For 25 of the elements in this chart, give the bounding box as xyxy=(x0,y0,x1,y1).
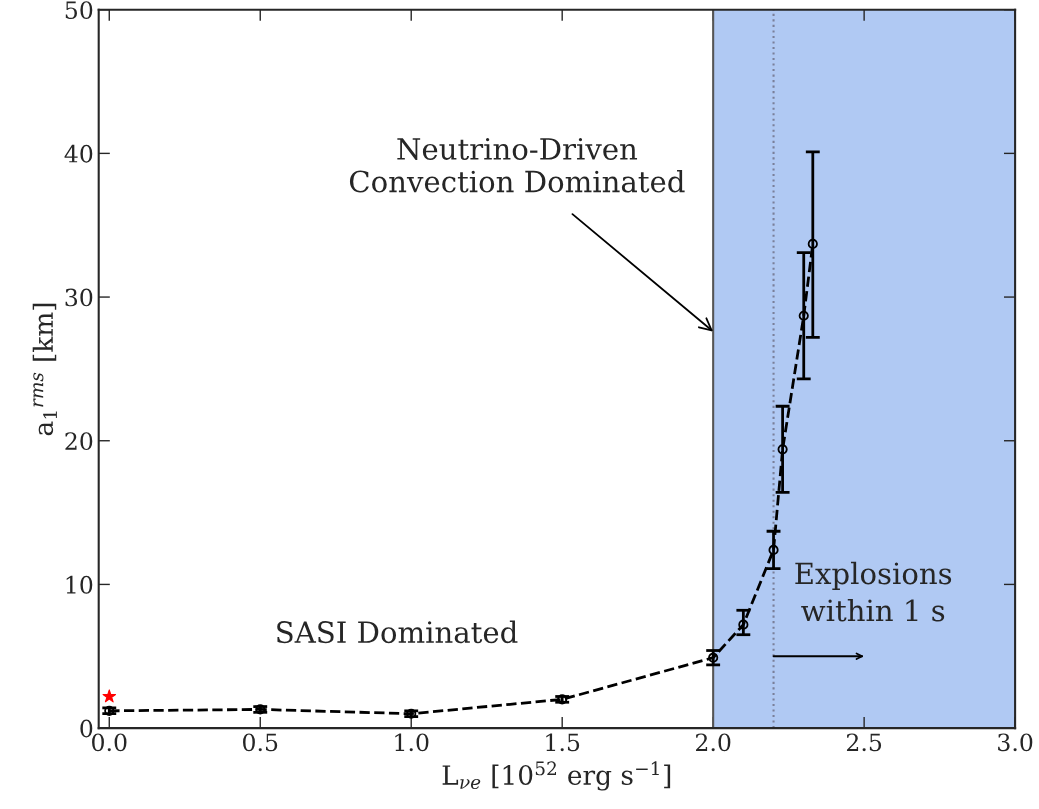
x-tick-label: 0.0 xyxy=(92,733,127,752)
x-tick-label: 2.0 xyxy=(695,733,731,752)
y-tick-label: 0 xyxy=(80,719,93,738)
y-tick-label: 50 xyxy=(65,1,93,20)
y-tick-label: 30 xyxy=(65,288,93,307)
point xyxy=(768,544,779,556)
x-tick-label: 1.0 xyxy=(395,733,429,752)
annotation: SASI Dominated xyxy=(277,620,518,644)
x-tick-label: 3.0 xyxy=(998,733,1033,752)
point xyxy=(102,689,117,703)
y-tick-label: 20 xyxy=(65,432,93,451)
x-axis-title: L$_{νe}$ [10$^{52}$ erg s$^{−1}$] xyxy=(442,761,671,791)
point xyxy=(708,652,719,663)
y-tick-label: 40 xyxy=(64,144,93,163)
point xyxy=(807,238,818,249)
annotation: Neutrino-Driven Convection Dominated xyxy=(349,138,685,193)
point xyxy=(798,310,809,321)
x-tick-label: 2.5 xyxy=(846,733,882,752)
x-tick-label: 0.5 xyxy=(243,733,278,752)
annotation: Explosions within 1 s xyxy=(795,561,952,622)
y-axis-title: a$_{1}$$^{rms}$ [km] xyxy=(32,303,57,436)
x-tick-label: 1.5 xyxy=(546,733,580,752)
y-tick-label: 10 xyxy=(66,575,93,594)
point xyxy=(738,619,749,630)
point xyxy=(777,444,788,455)
